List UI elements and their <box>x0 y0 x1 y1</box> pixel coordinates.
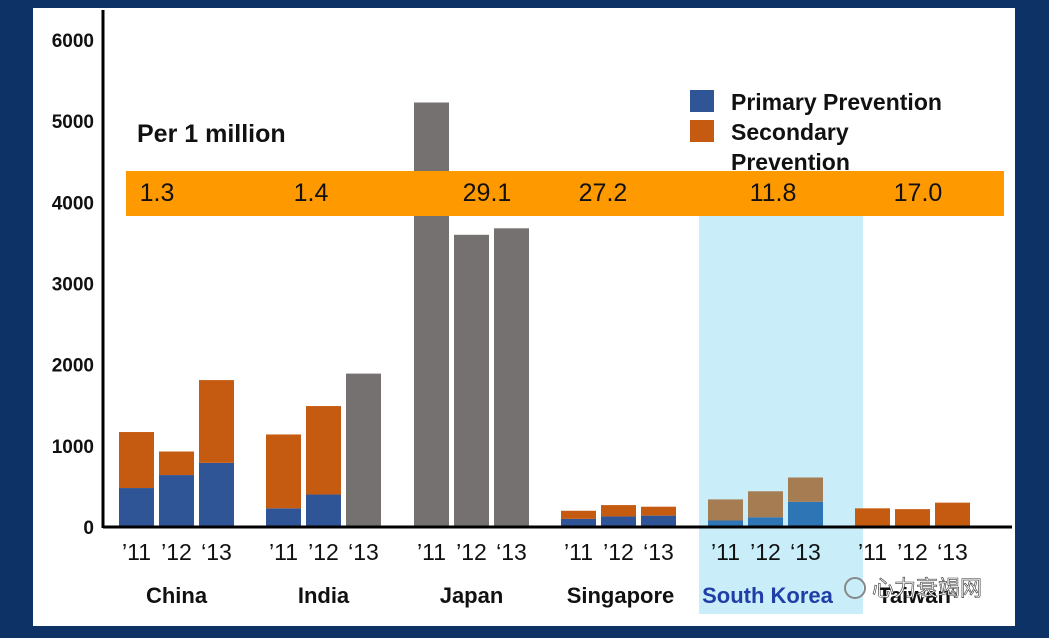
x-tick-south-korea-2: ’12 <box>750 539 781 565</box>
bar-secondary-china-1 <box>119 432 154 489</box>
y-tick-3000: 3000 <box>52 275 94 296</box>
x-tick-china-1: ’11 <box>122 539 151 565</box>
x-tick-singapore-1: ’11 <box>564 539 593 565</box>
bar-secondary-singapore-1 <box>561 510 596 519</box>
group-label-india: India <box>298 583 350 608</box>
bar-secondary-china-2 <box>159 451 194 476</box>
y-tick-5000: 5000 <box>52 112 94 133</box>
y-tick-2000: 2000 <box>52 356 94 377</box>
group-label-japan: Japan <box>440 583 504 608</box>
per-million-value-singapore: 27.2 <box>579 179 628 207</box>
group-labels: China India Japan Singapore South Korea Taiwa… <box>146 583 951 608</box>
group-label-china: China <box>146 583 208 608</box>
per-million-bar <box>126 171 1004 216</box>
bar-secondary-south-korea-3 <box>788 477 823 502</box>
x-tick-singapore-2: ’12 <box>603 539 634 565</box>
bar-secondary-taiwan-1 <box>855 508 890 527</box>
watermark: 心力衰竭网 <box>844 576 982 601</box>
group-label-taiwan: Taiwan <box>878 583 951 608</box>
per-million-value-china: 1.3 <box>140 179 175 207</box>
x-tick-south-korea-3: ‘13 <box>790 539 821 565</box>
bars-layer <box>119 102 970 528</box>
legend-swatch-1 <box>690 90 714 112</box>
bar-secondary-south-korea-2 <box>748 491 783 518</box>
legend-label-2-cont: Prevention <box>731 149 850 175</box>
group-label-south-korea: South Korea <box>702 583 834 608</box>
chart-title: Per 1 million <box>137 120 286 148</box>
axis-layer <box>101 10 1012 529</box>
wechat-icon <box>844 577 866 599</box>
per-million-band: 1.3 1.4 29.1 27.2 11.8 17.0 <box>126 171 1004 216</box>
bar-primary-singapore-2 <box>601 516 636 527</box>
x-tick-japan-1: ’11 <box>417 539 446 565</box>
y-tick-4000: 4000 <box>52 193 94 214</box>
bar-secondary-china-3 <box>199 380 234 463</box>
y-tick-0: 0 <box>83 518 94 539</box>
bar-primary-china-3 <box>199 462 234 527</box>
x-tick-taiwan-3: ‘13 <box>937 539 968 565</box>
per-million-value-japan: 29.1 <box>463 179 512 207</box>
x-tick-india-2: ’12 <box>308 539 339 565</box>
x-tick-china-2: ’12 <box>161 539 192 565</box>
bar-secondary-taiwan-2 <box>895 509 930 527</box>
y-tick-labels: 0 1000 2000 3000 4000 5000 6000 <box>52 31 94 539</box>
x-tick-china-3: ‘13 <box>201 539 232 565</box>
per-million-value-south-korea: 11.8 <box>750 179 797 207</box>
x-tick-south-korea-1: ’11 <box>711 539 740 565</box>
bar-primary-south-korea-1 <box>708 520 743 527</box>
legend-label-2: Secondary <box>731 119 849 145</box>
bar-secondary-singapore-3 <box>641 506 676 516</box>
bar-primary-singapore-3 <box>641 515 676 527</box>
group-label-singapore: Singapore <box>567 583 675 608</box>
bar-primary-china-2 <box>159 475 194 527</box>
watermark-text: 心力衰竭网 <box>872 576 982 601</box>
bar-primary-china-1 <box>119 488 154 527</box>
highlight-band-layer <box>699 216 863 614</box>
bar-secondary-south-korea-1 <box>708 499 743 521</box>
bar-primary-india-1 <box>266 508 301 527</box>
legend-swatch-2 <box>690 120 714 142</box>
bar-secondary-india-1 <box>266 434 301 509</box>
highlight-band <box>699 216 863 614</box>
x-tick-singapore-3: ‘13 <box>643 539 674 565</box>
x-tick-india-1: ’11 <box>269 539 298 565</box>
bar-primary-south-korea-3 <box>788 501 823 527</box>
bar-secondary-singapore-2 <box>601 505 636 517</box>
bar-primary-south-korea-2 <box>748 517 783 527</box>
bar-secondary-india-2 <box>306 406 341 495</box>
y-tick-6000: 6000 <box>52 31 94 52</box>
x-tick-labels: ’11 ’12 ‘13 ’11 ’12 ‘13 ’11 ’12 ‘13 ’11 ’12 ‘13 ’11 ’… <box>122 539 968 565</box>
bar-total-india-3 <box>346 373 381 527</box>
bar-total-japan-3 <box>494 228 529 527</box>
bar-primary-singapore-1 <box>561 518 596 527</box>
x-tick-india-3: ‘13 <box>348 539 379 565</box>
per-million-value-india: 1.4 <box>294 179 329 207</box>
bar-primary-india-2 <box>306 494 341 527</box>
x-tick-taiwan-2: ’12 <box>897 539 928 565</box>
bar-secondary-taiwan-3 <box>935 502 970 527</box>
x-tick-japan-2: ’12 <box>456 539 487 565</box>
bar-total-japan-1 <box>414 102 449 527</box>
legend: Primary Prevention Secondary Prevention <box>690 89 942 175</box>
x-tick-taiwan-1: ’11 <box>858 539 887 565</box>
x-tick-japan-3: ‘13 <box>496 539 527 565</box>
bar-total-japan-2 <box>454 234 489 528</box>
legend-label-1: Primary Prevention <box>731 89 942 115</box>
y-tick-1000: 1000 <box>52 437 94 458</box>
per-million-value-taiwan: 17.0 <box>894 179 943 207</box>
